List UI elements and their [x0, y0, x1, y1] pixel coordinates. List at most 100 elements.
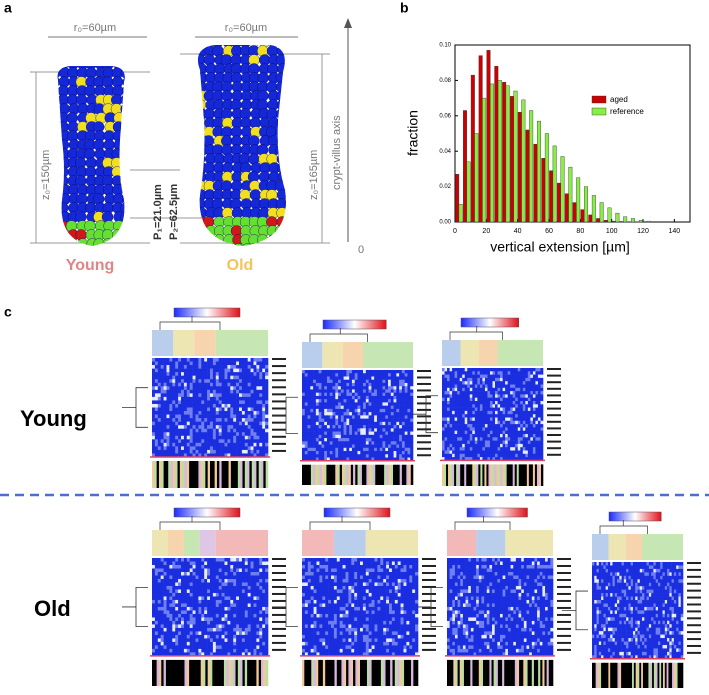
- heat-cell: [460, 368, 463, 372]
- heat-cell: [472, 368, 475, 372]
- cell: [122, 185, 133, 196]
- barcode: [519, 464, 521, 486]
- heat-cell: [498, 418, 501, 422]
- heat-cell: [233, 422, 236, 426]
- heat-cell: [349, 373, 352, 377]
- heat-cell: [470, 424, 473, 428]
- heat-cell: [505, 401, 508, 405]
- heat-cell: [184, 379, 187, 383]
- barcode: [462, 464, 464, 486]
- heat-cell: [377, 393, 380, 397]
- heat-cell: [535, 454, 538, 458]
- heat-cell: [169, 575, 172, 579]
- heat-cell: [330, 383, 333, 387]
- heat-cell: [175, 365, 178, 369]
- cell: [185, 73, 196, 84]
- heat-cell: [344, 402, 347, 406]
- heat-cell: [391, 389, 394, 393]
- heat-cell: [262, 603, 265, 607]
- heat-cell: [236, 425, 239, 429]
- heat-cell: [391, 376, 394, 380]
- heat-cell: [259, 614, 262, 618]
- heat-cell: [155, 376, 158, 380]
- heat-cell: [540, 411, 543, 415]
- heat-cell: [341, 399, 344, 403]
- heat-cell: [477, 421, 480, 425]
- heat-cell: [242, 586, 245, 590]
- heat-cell: [503, 414, 506, 418]
- heat-cell: [528, 427, 531, 431]
- heat-cell: [305, 383, 308, 387]
- heat-cell: [355, 441, 358, 445]
- heat-cell: [198, 400, 201, 404]
- heat-cell: [193, 365, 196, 369]
- heat-cell: [245, 415, 248, 419]
- heat-cell: [158, 386, 161, 390]
- heat-cell: [508, 388, 511, 392]
- heat-cell: [196, 572, 199, 576]
- heat-cell: [198, 390, 201, 394]
- heat-cell: [251, 415, 254, 419]
- heat-cell: [158, 617, 161, 621]
- heat-cell: [467, 414, 470, 418]
- heat-cell: [227, 411, 230, 415]
- heat-cell: [341, 396, 344, 400]
- heat-cell: [254, 593, 257, 597]
- heat-cell: [161, 443, 164, 447]
- heat-cell: [396, 389, 399, 393]
- heat-cell: [475, 398, 478, 402]
- heat-cell: [161, 432, 164, 436]
- heat-cell: [385, 451, 388, 455]
- heat-cell: [470, 431, 473, 435]
- heat-cell: [230, 376, 233, 380]
- heat-cell: [233, 589, 236, 593]
- heat-cell: [164, 372, 167, 376]
- heat-cell: [204, 624, 207, 628]
- heat-cell: [538, 401, 541, 405]
- heat-cell: [485, 375, 488, 379]
- cluster-block: [216, 530, 268, 556]
- heat-cell: [152, 390, 155, 394]
- heat-cell: [319, 451, 322, 455]
- heat-cell: [169, 400, 172, 404]
- row-tick: [272, 443, 286, 445]
- heat-cell: [500, 441, 503, 445]
- heat-cell: [369, 386, 372, 390]
- heat-cell: [245, 379, 248, 383]
- heat-cell: [462, 444, 465, 448]
- heat-cell: [239, 393, 242, 397]
- heat-cell: [338, 396, 341, 400]
- heat-cell: [254, 390, 257, 394]
- heat-cell: [164, 624, 167, 628]
- heat-cell: [216, 411, 219, 415]
- heat-cell: [230, 582, 233, 586]
- heat-cell: [196, 586, 199, 590]
- cell: [275, 226, 286, 237]
- heat-cell: [490, 404, 493, 408]
- heat-cell: [452, 441, 455, 445]
- heat-cell: [346, 386, 349, 390]
- heat-cell: [259, 439, 262, 443]
- heat-cell: [402, 393, 405, 397]
- heat-cell: [190, 617, 193, 621]
- heat-cell: [152, 586, 155, 590]
- heat-cell: [450, 375, 453, 379]
- heat-cell: [251, 376, 254, 380]
- heat-cell: [503, 431, 506, 435]
- heat-cell: [308, 399, 311, 403]
- heat-cell: [498, 394, 501, 398]
- barcode: [191, 461, 194, 488]
- heat-cell: [236, 404, 239, 408]
- heat-cell: [455, 414, 458, 418]
- heat-cell: [371, 415, 374, 419]
- heat-cell: [155, 422, 158, 426]
- heat-cell: [360, 419, 363, 423]
- heat-cell: [349, 419, 352, 423]
- heat-cell: [207, 561, 210, 565]
- heat-cell: [193, 411, 196, 415]
- heat-cell: [187, 607, 190, 611]
- heat-cell: [382, 454, 385, 458]
- heat-cell: [371, 428, 374, 432]
- heat-cell: [187, 443, 190, 447]
- heat-cell: [239, 429, 242, 433]
